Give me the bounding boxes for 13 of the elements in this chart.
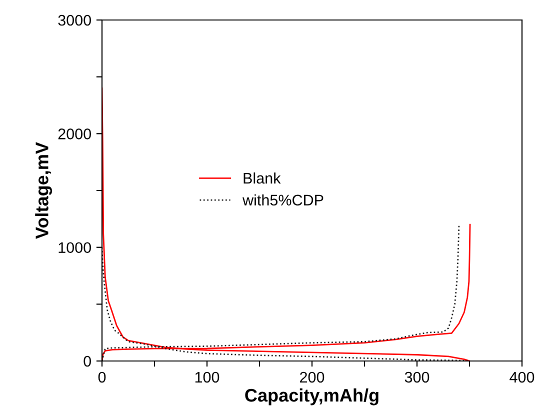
y-tick-label: 1000 — [58, 242, 91, 254]
legend-label: with5%CDP — [242, 194, 324, 206]
x-axis-title: Capacity,mAh/g — [245, 388, 378, 406]
x-tick-label: 400 — [510, 372, 534, 383]
y-tick-label: 3000 — [58, 14, 91, 26]
x-tick-label: 100 — [195, 372, 220, 383]
y-tick-label: 0 — [84, 356, 91, 367]
y-axis-title: Voltage,mV — [35, 142, 52, 239]
x-tick-label: 200 — [300, 372, 324, 383]
legend-label: Blank — [244, 172, 281, 184]
x-tick-label: 0 — [98, 372, 106, 383]
x-tick-label: 300 — [404, 372, 430, 383]
y-tick-label: 2000 — [58, 128, 91, 140]
